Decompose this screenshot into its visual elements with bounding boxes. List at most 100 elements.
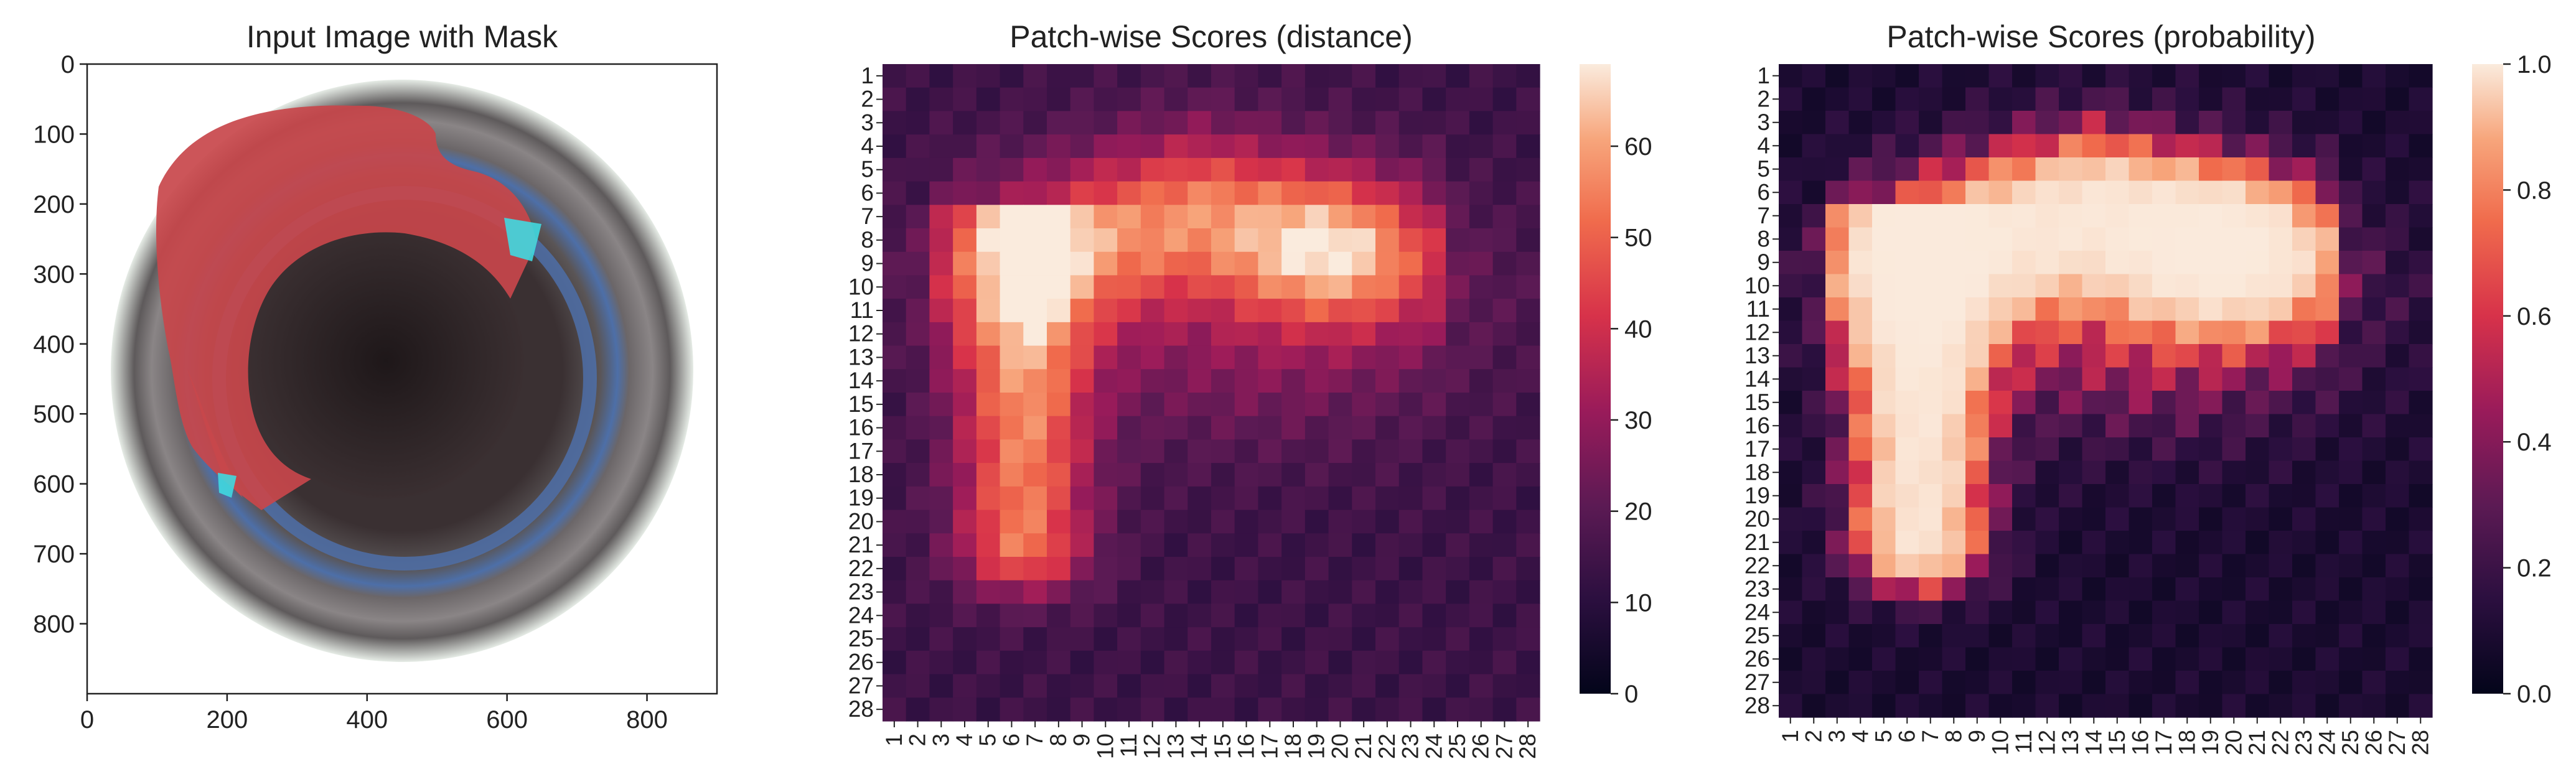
heatmap-cell: [1398, 580, 1423, 605]
heatmap-cell: [1281, 463, 1306, 487]
heatmap-cell: [1942, 87, 1966, 111]
heatmap-cell: [953, 228, 977, 253]
heatmap-cell: [906, 134, 930, 159]
heatmap-cell: [2012, 671, 2036, 695]
heatmap-cell: [1281, 181, 1306, 205]
heatmap-cell: [1872, 414, 1896, 438]
heatmap-cell: [2035, 180, 2059, 205]
heatmap-cell: [2269, 531, 2293, 555]
heatmap-cell: [2222, 344, 2246, 368]
heatmap-cell: [2292, 577, 2316, 602]
x-tick-label: 21: [1351, 734, 1376, 759]
heatmap-cell: [2152, 87, 2176, 111]
y-tick-label: 26: [1745, 646, 1770, 671]
heatmap-cell: [1352, 486, 1376, 511]
heatmap-cell: [2082, 647, 2106, 671]
heatmap-cell: [1375, 486, 1400, 511]
heatmap-cell: [1492, 322, 1517, 347]
heatmap-cell: [1304, 697, 1329, 722]
heatmap-cell: [1234, 181, 1259, 205]
heatmap-cell: [2175, 600, 2199, 625]
heatmap-cell: [2386, 647, 2410, 671]
heatmap-cell: [1000, 111, 1024, 135]
heatmap-cell: [976, 557, 1001, 581]
colorbar-tick-label: 0.2: [2517, 555, 2552, 582]
heatmap-cell: [1281, 322, 1306, 347]
heatmap-cell: [2012, 694, 2036, 718]
heatmap-cell: [1848, 484, 1873, 508]
heatmap-cell: [1802, 251, 1826, 275]
heatmap-cell: [2129, 111, 2153, 135]
heatmap-cell: [1779, 297, 1803, 322]
heatmap-cell: [1965, 297, 1990, 322]
heatmap-cell: [2339, 624, 2363, 648]
y-tick-label: 17: [848, 438, 874, 464]
heatmap-cell: [2129, 274, 2153, 298]
heatmap-cell: [1352, 322, 1376, 347]
heatmap-cell: [1942, 227, 1966, 251]
heatmap-cell: [1446, 463, 1470, 487]
heatmap-cell: [2199, 227, 2223, 251]
heatmap-cell: [2292, 391, 2316, 415]
heatmap-cell: [1988, 647, 2013, 671]
heatmap-cell: [1328, 439, 1352, 464]
heatmap-cell: [2035, 134, 2059, 158]
heatmap-cell: [906, 533, 930, 557]
heatmap-cell: [1117, 627, 1141, 651]
heatmap-cell: [1258, 299, 1282, 323]
heatmap-cell: [2339, 111, 2363, 135]
heatmap-cell: [1258, 674, 1282, 698]
heatmap-cell: [1802, 274, 1826, 298]
heatmap-cell: [2152, 344, 2176, 368]
heatmap-cell: [976, 134, 1001, 159]
heatmap-cell: [2199, 367, 2223, 391]
heatmap-cell: [1825, 647, 1850, 671]
heatmap-cell: [1258, 510, 1282, 534]
heatmap-cell: [2386, 320, 2410, 345]
heatmap-cell: [953, 205, 977, 229]
heatmap-cell: [1070, 275, 1095, 299]
heatmap-cell: [1164, 251, 1188, 276]
heatmap-cell: [1919, 577, 1943, 602]
heatmap-cell: [953, 393, 977, 417]
heatmap-cell: [1965, 624, 1990, 648]
heatmap-cell: [1516, 674, 1540, 698]
x-tick-label: 400: [346, 706, 388, 734]
heatmap-cell: [2362, 554, 2386, 578]
heatmap-cell: [2292, 204, 2316, 228]
heatmap-cell: [2315, 507, 2339, 531]
heatmap-cell: [1492, 251, 1517, 276]
heatmap-cell: [2012, 157, 2036, 182]
heatmap-cell: [1779, 507, 1803, 531]
heatmap-cell: [883, 557, 907, 581]
y-tick-label: 3: [1757, 109, 1770, 135]
colorbar-probability: [2472, 64, 2503, 694]
heatmap-cell: [2269, 460, 2293, 485]
heatmap-cell: [2409, 671, 2433, 695]
heatmap-cell: [2105, 531, 2130, 555]
heatmap-cell: [1895, 134, 1919, 158]
heatmap-cell: [1492, 416, 1517, 440]
heatmap-cell: [1023, 64, 1047, 88]
heatmap-cell: [2199, 484, 2223, 508]
heatmap-cell: [2222, 274, 2246, 298]
y-tick-label: 100: [33, 121, 75, 148]
heatmap-cell: [1422, 64, 1446, 88]
heatmap-cell: [953, 275, 977, 299]
heatmap-cell: [1375, 181, 1400, 205]
heatmap-cell: [906, 181, 930, 205]
heatmap-cell: [2269, 157, 2293, 182]
heatmap-cell: [2315, 87, 2339, 111]
heatmap-cell: [2129, 391, 2153, 415]
heatmap-cell: [1919, 64, 1943, 88]
heatmap-cell: [1848, 414, 1873, 438]
heatmap-cell: [1825, 297, 1850, 322]
heatmap-cell: [1422, 251, 1446, 276]
heatmap-cell: [906, 64, 930, 88]
y-tick-label: 500: [33, 401, 75, 428]
heatmap-cell: [1492, 369, 1517, 393]
heatmap-cell: [2199, 647, 2223, 671]
x-tick-label: 13: [1163, 734, 1188, 759]
heatmap-cell: [953, 299, 977, 323]
